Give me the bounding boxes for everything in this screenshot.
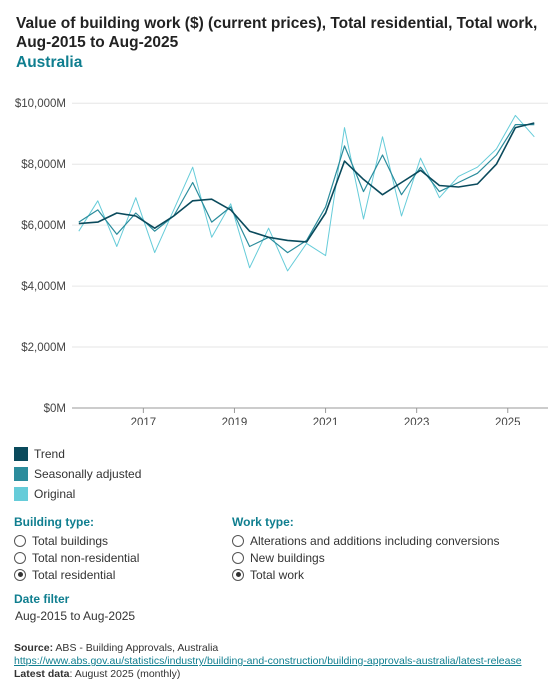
y-tick-label: $6,000M (21, 220, 66, 232)
legend-label: Trend (34, 447, 65, 461)
radio-label: Total non-residential (32, 550, 140, 565)
source-label: Source: (14, 642, 54, 654)
latest-data-label: Latest data (14, 668, 70, 680)
source-link[interactable]: https://www.abs.gov.au/statistics/indust… (14, 655, 522, 667)
legend-item-original[interactable]: Original (14, 484, 141, 504)
x-tick-label: 2017 (131, 417, 157, 425)
y-tick-label: $8,000M (21, 159, 66, 171)
y-tick-label: $10,000M (15, 98, 66, 110)
y-tick-label: $2,000M (21, 342, 66, 354)
series-line-trend (78, 122, 535, 243)
radio-button[interactable] (14, 551, 26, 564)
date-filter-value[interactable]: Aug-2015 to Aug-2025 (15, 609, 136, 623)
line-chart: $0M$2,000M$4,000M$6,000M$8,000M$10,000M … (15, 98, 548, 425)
legend-item-seasonally-adjusted[interactable]: Seasonally adjusted (14, 464, 141, 484)
radio-new-buildings[interactable]: New buildings (232, 549, 500, 566)
date-filter: Date filter Aug-2015 to Aug-2025 (14, 592, 135, 623)
x-tick-label: 2023 (404, 417, 430, 425)
work-type-heading: Work type: (232, 515, 294, 529)
chart-title: Value of building work ($) (current pric… (16, 15, 538, 51)
x-tick-label: 2021 (313, 417, 339, 425)
series-line-seasonally-adjusted (78, 123, 535, 254)
chart-subtitle: Australia (16, 54, 83, 71)
source-text: ABS - Building Approvals, Australia (53, 642, 219, 654)
radio-button[interactable] (232, 534, 244, 547)
building-type-heading: Building type: (14, 515, 94, 529)
legend-swatch-trend (14, 447, 28, 461)
radio-total-non-residential[interactable]: Total non-residential (14, 549, 139, 566)
chart-series (78, 114, 535, 272)
legend-item-trend[interactable]: Trend (14, 444, 141, 464)
radio-button[interactable] (232, 551, 244, 564)
date-filter-heading: Date filter (14, 592, 70, 606)
legend-swatch-seasonally-adjusted (14, 467, 28, 481)
radio-total-residential[interactable]: Total residential (14, 566, 139, 583)
x-tick-label: 2019 (222, 417, 248, 425)
y-tick-label: $0M (44, 403, 66, 415)
y-axis: $0M $2,000M $4,000M $6,000M $8,000M $10,000M (15, 98, 66, 415)
legend-label: Original (34, 487, 76, 501)
radio-label: Total residential (32, 567, 116, 582)
source-footer: Source: ABS - Building Approvals, Austra… (14, 642, 554, 681)
latest-data-text: : August 2025 (monthly) (69, 668, 181, 680)
radio-total-buildings[interactable]: Total buildings (14, 532, 139, 549)
legend-label: Seasonally adjusted (34, 467, 142, 481)
chart-legend: Trend Seasonally adjusted Original (14, 444, 141, 504)
chart-grid (72, 102, 548, 409)
x-axis: 2017 2019 2021 2023 2025 (72, 407, 548, 425)
series-line-original (78, 114, 535, 272)
building-type-filter: Building type: Total buildings Total non… (14, 515, 139, 583)
radio-alterations-additions[interactable]: Alterations and additions including conv… (232, 532, 500, 549)
legend-swatch-original (14, 487, 28, 501)
radio-label: Total work (250, 567, 305, 582)
radio-label: New buildings (250, 550, 325, 565)
radio-label: Alterations and additions including conv… (250, 533, 500, 548)
work-type-filter: Work type: Alterations and additions inc… (232, 515, 500, 583)
x-tick-label: 2025 (495, 417, 521, 425)
radio-button-selected[interactable] (232, 568, 244, 581)
radio-total-work[interactable]: Total work (232, 566, 500, 583)
radio-button[interactable] (14, 534, 26, 547)
y-tick-label: $4,000M (21, 281, 66, 293)
radio-button-selected[interactable] (14, 568, 26, 581)
radio-label: Total buildings (32, 533, 109, 548)
